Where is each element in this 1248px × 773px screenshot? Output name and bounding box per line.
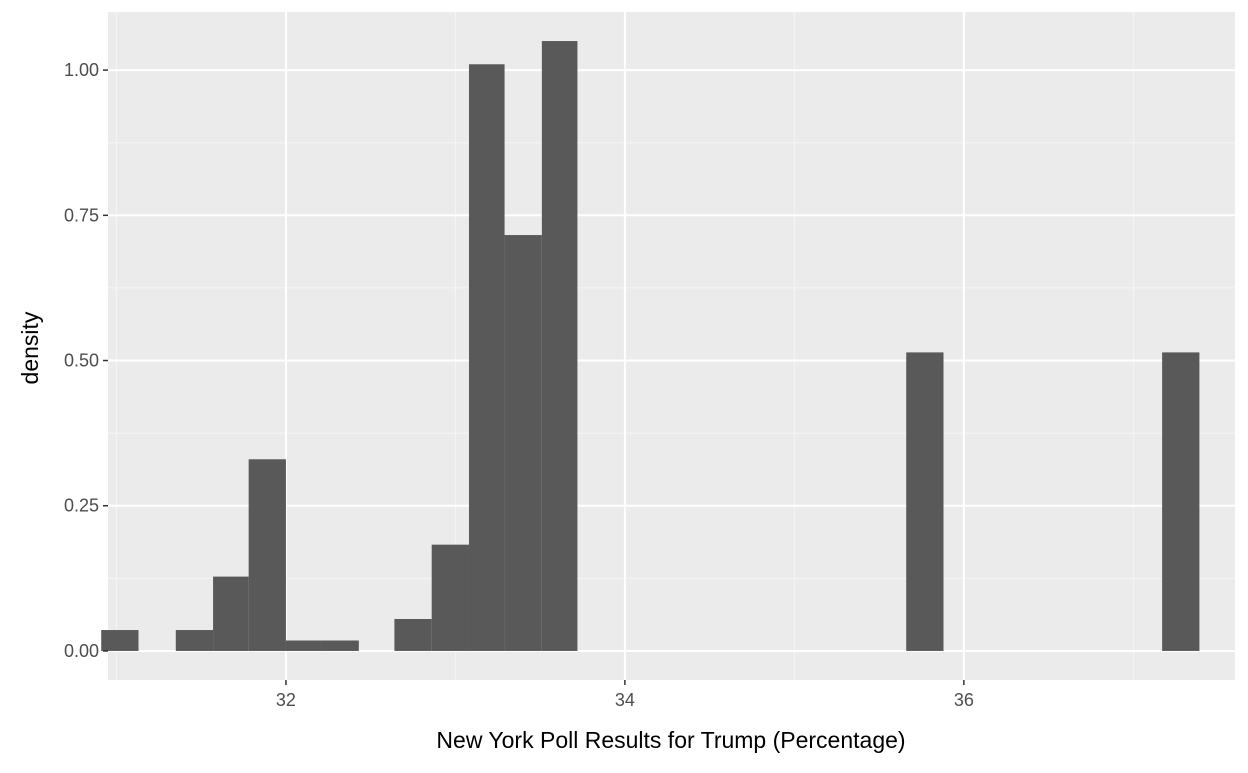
histogram-bar xyxy=(175,630,214,651)
x-tick-label: 32 xyxy=(276,690,296,710)
y-tick-label: 0.50 xyxy=(64,351,99,371)
histogram-bar xyxy=(394,619,432,651)
histogram-bar xyxy=(468,64,505,651)
minor-gridlines xyxy=(108,12,1235,680)
histogram-bars xyxy=(101,41,1200,651)
y-axis-title: density xyxy=(17,311,43,384)
histogram-bar xyxy=(1162,352,1200,651)
x-tick-label: 36 xyxy=(954,690,974,710)
plot-panel xyxy=(108,12,1235,680)
y-tick-label: 0.00 xyxy=(64,641,99,661)
histogram-bar xyxy=(213,576,249,651)
histogram-bar xyxy=(248,459,286,651)
major-gridlines xyxy=(108,12,1235,680)
histogram-bar xyxy=(285,640,322,651)
histogram-bar xyxy=(431,544,469,651)
histogram-bar xyxy=(101,630,139,651)
histogram-bar xyxy=(541,41,578,651)
y-tick-label: 1.00 xyxy=(64,60,99,80)
histogram-bar xyxy=(906,352,944,651)
histogram-bar xyxy=(504,235,542,651)
y-tick-label: 0.25 xyxy=(64,496,99,516)
y-tick-label: 0.75 xyxy=(64,205,99,225)
x-tick-label: 34 xyxy=(615,690,635,710)
x-axis-title: New York Poll Results for Trump (Percent… xyxy=(436,727,905,753)
histogram-bar xyxy=(321,640,359,651)
x-axis: 32 34 36 xyxy=(276,680,974,710)
y-axis: 0.00 0.25 0.50 0.75 1.00 xyxy=(64,60,108,661)
